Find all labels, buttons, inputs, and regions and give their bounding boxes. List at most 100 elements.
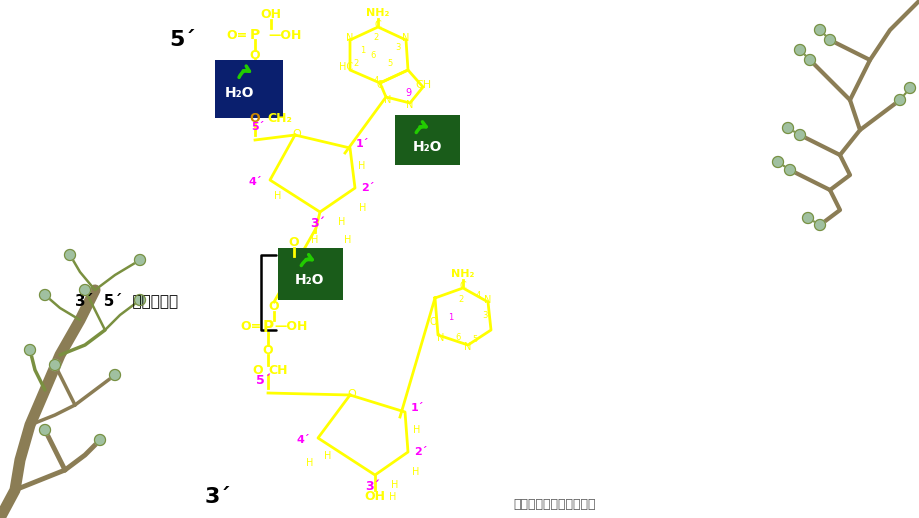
Text: H: H bbox=[359, 203, 367, 213]
Circle shape bbox=[813, 220, 824, 231]
Circle shape bbox=[784, 165, 795, 176]
Text: 5´: 5´ bbox=[251, 122, 265, 132]
Text: H: H bbox=[391, 480, 398, 490]
Circle shape bbox=[813, 24, 824, 36]
Circle shape bbox=[40, 424, 51, 436]
Circle shape bbox=[95, 435, 106, 445]
Text: C: C bbox=[376, 80, 383, 90]
Text: N: N bbox=[346, 33, 353, 43]
Circle shape bbox=[134, 295, 145, 306]
Text: C: C bbox=[460, 281, 466, 291]
Text: O=: O= bbox=[241, 321, 262, 334]
Text: 3´  5´  磷酸二酯键: 3´ 5´ 磷酸二酯键 bbox=[75, 292, 178, 308]
Text: 3´: 3´ bbox=[205, 487, 231, 507]
Text: H₂O: H₂O bbox=[295, 273, 324, 287]
Text: NH₂: NH₂ bbox=[451, 269, 474, 279]
Text: N: N bbox=[483, 295, 491, 305]
Text: 5´: 5´ bbox=[256, 373, 271, 386]
Circle shape bbox=[772, 156, 783, 167]
Text: N: N bbox=[406, 100, 414, 110]
Text: 2: 2 bbox=[373, 33, 379, 41]
Circle shape bbox=[109, 369, 120, 381]
Text: H: H bbox=[311, 235, 318, 245]
Circle shape bbox=[794, 45, 805, 55]
FancyBboxPatch shape bbox=[394, 115, 460, 165]
Text: 2: 2 bbox=[353, 59, 358, 67]
Circle shape bbox=[794, 130, 805, 140]
Text: HC: HC bbox=[338, 62, 353, 72]
Text: 2: 2 bbox=[458, 295, 463, 305]
Text: O: O bbox=[249, 49, 260, 62]
Text: P: P bbox=[262, 320, 273, 335]
Text: CH: CH bbox=[414, 80, 431, 90]
Circle shape bbox=[801, 212, 812, 223]
Text: 6: 6 bbox=[370, 50, 375, 60]
Text: —OH: —OH bbox=[267, 28, 301, 41]
Text: H₂O: H₂O bbox=[225, 86, 255, 100]
Text: N: N bbox=[437, 333, 444, 343]
Text: 4: 4 bbox=[475, 291, 480, 299]
Text: 医学遗传学分子基础优秀: 医学遗传学分子基础优秀 bbox=[513, 498, 596, 511]
Text: 4: 4 bbox=[373, 76, 379, 84]
Circle shape bbox=[893, 94, 904, 106]
Text: O: O bbox=[268, 300, 279, 313]
Circle shape bbox=[50, 359, 61, 370]
Text: 6: 6 bbox=[455, 334, 460, 342]
Text: H: H bbox=[274, 191, 281, 201]
Text: P: P bbox=[250, 28, 260, 42]
Text: 5´: 5´ bbox=[170, 30, 196, 50]
Text: 3´: 3´ bbox=[365, 480, 380, 493]
Circle shape bbox=[803, 54, 814, 65]
Text: 1: 1 bbox=[448, 313, 453, 323]
Circle shape bbox=[782, 122, 793, 134]
Circle shape bbox=[79, 284, 90, 295]
Text: H: H bbox=[338, 217, 346, 227]
Text: H: H bbox=[357, 161, 365, 171]
Text: O: O bbox=[292, 129, 301, 139]
Text: H: H bbox=[412, 467, 419, 477]
Circle shape bbox=[25, 344, 36, 355]
Text: N: N bbox=[464, 342, 471, 352]
Text: 5: 5 bbox=[471, 336, 477, 344]
Text: N: N bbox=[402, 33, 409, 43]
Circle shape bbox=[64, 250, 75, 261]
Text: H: H bbox=[413, 425, 420, 435]
Text: O=: O= bbox=[226, 28, 248, 41]
Text: 1´: 1´ bbox=[356, 139, 369, 149]
Text: CH₂: CH₂ bbox=[267, 111, 291, 124]
Text: H: H bbox=[344, 235, 351, 245]
Text: OH: OH bbox=[260, 7, 281, 21]
Text: 9: 9 bbox=[404, 88, 411, 98]
Text: N: N bbox=[384, 95, 391, 105]
Text: —OH: —OH bbox=[274, 321, 307, 334]
Text: 4´: 4´ bbox=[296, 435, 310, 445]
Text: C: C bbox=[374, 20, 381, 30]
Text: O: O bbox=[289, 237, 299, 250]
Circle shape bbox=[134, 254, 145, 266]
Text: H₂O: H₂O bbox=[413, 140, 442, 154]
Text: O: O bbox=[263, 343, 273, 356]
Text: H: H bbox=[324, 451, 332, 461]
FancyBboxPatch shape bbox=[215, 60, 283, 118]
Text: 2´: 2´ bbox=[414, 447, 427, 457]
Text: O: O bbox=[249, 111, 260, 124]
Circle shape bbox=[40, 290, 51, 300]
Text: 1´: 1´ bbox=[411, 403, 424, 413]
Text: H: H bbox=[306, 458, 313, 468]
Text: 3´: 3´ bbox=[311, 217, 325, 230]
Text: NH₂: NH₂ bbox=[366, 8, 390, 18]
Text: 3: 3 bbox=[482, 311, 487, 321]
Text: 3: 3 bbox=[395, 42, 401, 51]
Text: CH: CH bbox=[267, 364, 287, 377]
Text: O: O bbox=[347, 389, 356, 399]
Text: 1: 1 bbox=[360, 46, 365, 54]
Text: H: H bbox=[389, 492, 396, 502]
Text: 2´: 2´ bbox=[360, 183, 374, 193]
Text: O: O bbox=[429, 317, 437, 327]
FancyBboxPatch shape bbox=[278, 248, 343, 300]
Text: O: O bbox=[253, 364, 263, 377]
Text: 4´: 4´ bbox=[248, 177, 262, 187]
Circle shape bbox=[823, 35, 834, 46]
Circle shape bbox=[903, 82, 914, 94]
Text: 5: 5 bbox=[387, 59, 392, 67]
